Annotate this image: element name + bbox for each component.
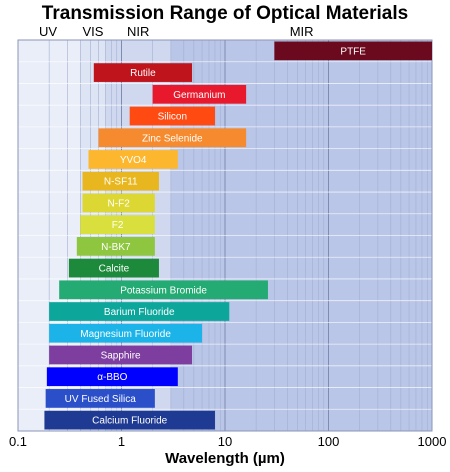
bar-rutile xyxy=(93,63,193,82)
bar-f2 xyxy=(80,215,155,234)
bar-potassium-bromide xyxy=(59,280,268,300)
bar-label-calcium-fluoride: Calcium Fluoride xyxy=(92,416,167,427)
x-tick-label: 0.1 xyxy=(9,434,27,449)
bar-label-barium-fluoride: Barium Fluoride xyxy=(104,307,175,318)
bar-germanium xyxy=(152,84,247,104)
x-tick-label: 10 xyxy=(218,434,232,449)
x-tick-label: 100 xyxy=(318,434,340,449)
bar-zinc-selenide xyxy=(98,128,247,148)
bar-label-f2: F2 xyxy=(112,220,124,231)
bar-label-germanium: Germanium xyxy=(173,90,225,101)
bar-silicon xyxy=(129,106,215,126)
bar-label-sapphire: Sapphire xyxy=(101,350,141,361)
bars: PTFE Rutile Germanium Silicon Zinc Selenide Y… xyxy=(44,41,432,430)
chart-title: Transmission Range of Optical Materials xyxy=(42,3,408,24)
x-tick-labels: 0.1 1 10 100 1000 xyxy=(9,434,447,449)
bar-n-bk7 xyxy=(76,237,155,256)
region-label-mir: MIR xyxy=(290,24,314,39)
bar-label-bbo: α-BBO xyxy=(97,372,127,383)
bar-n-f2 xyxy=(82,193,155,213)
bar-label-yvo4: YVO4 xyxy=(120,155,147,166)
region-label-uv: UV xyxy=(39,24,57,39)
bar-label-uv-fused-silica: UV Fused Silica xyxy=(65,394,137,405)
bar-barium-fluoride xyxy=(49,302,230,321)
bar-calcium-fluoride xyxy=(44,410,215,430)
x-tick-label: 1 xyxy=(118,434,125,449)
bar-magnesium-fluoride xyxy=(49,323,203,343)
region-label-vis: VIS xyxy=(82,24,103,39)
bar-yvo4 xyxy=(88,150,178,169)
bar-label-n-f2: N-F2 xyxy=(108,198,131,209)
bar-label-calcite: Calcite xyxy=(99,264,130,275)
bar-label-ptfe: PTFE xyxy=(340,46,366,57)
bar-sapphire xyxy=(49,345,193,365)
x-axis-label: Wavelength (µm) xyxy=(165,450,285,467)
region-label-nir: NIR xyxy=(127,24,149,39)
bar-label-potassium-bromide: Potassium Bromide xyxy=(120,285,207,296)
region-labels: UV VIS NIR MIR xyxy=(39,24,314,39)
plot-frame xyxy=(17,39,433,432)
gridlines xyxy=(18,40,432,431)
bar-label-rutile: Rutile xyxy=(130,68,156,79)
bar-label-silicon: Silicon xyxy=(158,112,187,123)
bar-uv-fused-silica xyxy=(45,389,155,408)
bar-label-magnesium-fluoride: Magnesium Fluoride xyxy=(80,329,171,340)
bar-bbo xyxy=(46,367,178,387)
x-tick-label: 1000 xyxy=(418,434,447,449)
bar-label-n-bk7: N-BK7 xyxy=(101,242,131,253)
bar-n-sf11 xyxy=(82,171,159,191)
bar-calcite xyxy=(68,258,159,278)
bar-label-zinc-selenide: Zinc Selenide xyxy=(142,133,203,144)
bar-ptfe xyxy=(274,41,432,61)
bar-label-n-sf11: N-SF11 xyxy=(104,177,138,188)
